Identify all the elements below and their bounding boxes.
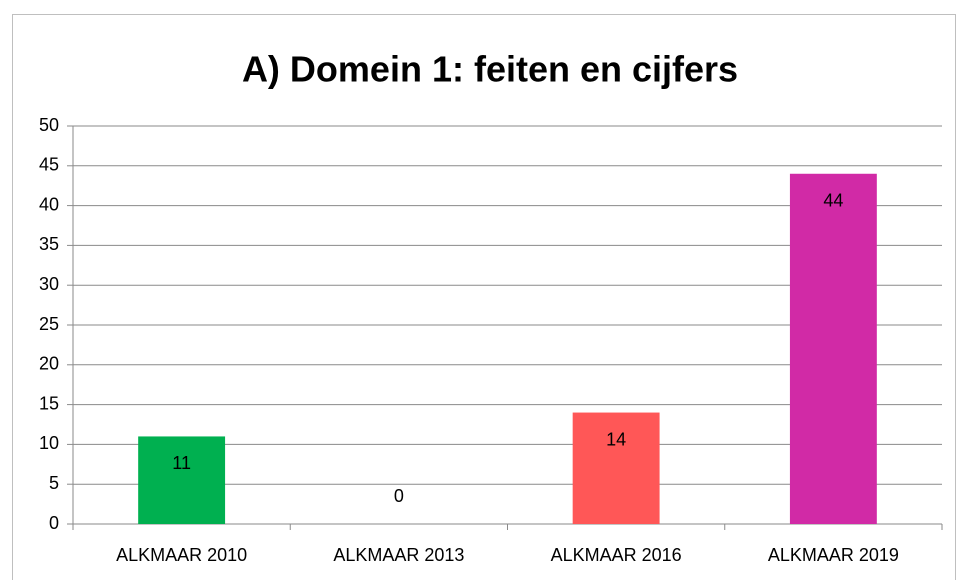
bar (572, 412, 660, 524)
y-tick-label: 45 (39, 155, 59, 175)
y-tick-label: 30 (39, 274, 59, 294)
bar (789, 173, 877, 524)
y-tick-label: 15 (39, 393, 59, 413)
y-tick-label: 20 (39, 354, 59, 374)
y-tick-label: 0 (49, 513, 59, 533)
x-tick-label: ALKMAAR 2016 (551, 545, 682, 565)
data-label: 0 (394, 486, 404, 506)
y-tick-label: 35 (39, 234, 59, 254)
y-tick-label: 25 (39, 314, 59, 334)
data-label: 14 (606, 429, 626, 449)
y-tick-label: 10 (39, 433, 59, 453)
chart-frame (12, 14, 956, 580)
y-tick-label: 50 (39, 115, 59, 135)
data-label: 11 (172, 453, 191, 473)
y-tick-label: 5 (49, 473, 59, 493)
x-tick-label: ALKMAAR 2019 (768, 545, 899, 565)
x-tick-label: ALKMAAR 2013 (333, 545, 464, 565)
bar (138, 436, 226, 524)
y-tick-label: 40 (39, 194, 59, 214)
data-label: 44 (823, 191, 843, 211)
chart-title: A) Domein 1: feiten en cijfers (242, 49, 738, 90)
x-tick-label: ALKMAAR 2010 (116, 545, 247, 565)
